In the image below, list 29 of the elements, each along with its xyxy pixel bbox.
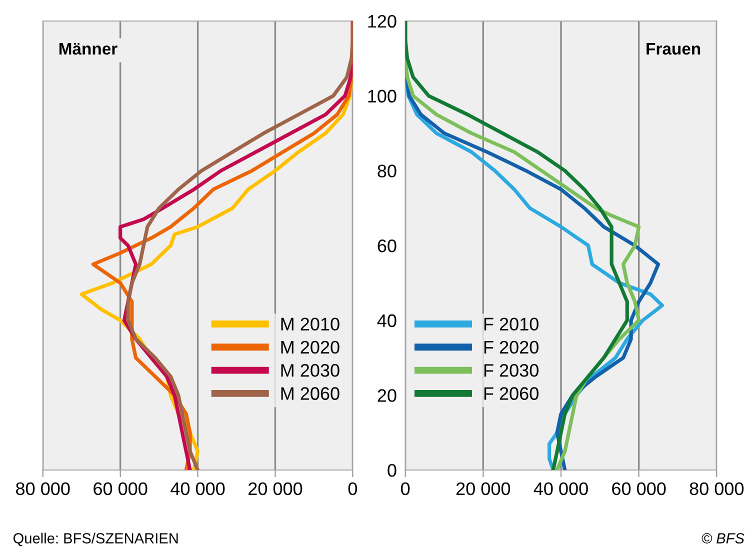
x-tick-label: 40 000 <box>534 482 588 496</box>
y-tick-label: 120 <box>368 14 396 28</box>
x-tick-label: 20 000 <box>248 482 302 496</box>
x-tick-label: 40 000 <box>170 482 225 496</box>
legend-label: M 2020 <box>281 340 340 354</box>
x-tick-label: 0 <box>348 482 358 496</box>
x-tick-label: 20 000 <box>456 482 510 496</box>
source-note: Quelle: BFS/SZENARIEN <box>13 532 178 546</box>
x-tick-label: 60 000 <box>94 482 148 496</box>
legend-label: M 2010 <box>281 318 340 331</box>
legend-label: F 2060 <box>484 387 538 400</box>
legend-label: M 2060 <box>281 387 340 400</box>
legend-label: F 2020 <box>484 340 538 354</box>
legend-label: M 2030 <box>281 364 340 377</box>
x-tick-label: 0 <box>401 482 410 496</box>
y-tick-label: 100 <box>368 90 396 103</box>
y-tick-label: 60 <box>378 239 396 252</box>
text: Männer <box>59 42 118 55</box>
y-tick-label: 80 <box>378 164 396 178</box>
x-tick-label: 60 000 <box>612 482 666 496</box>
legend-label: F 2010 <box>484 318 538 331</box>
text: Frauen <box>646 43 700 55</box>
y-tick-label: 40 <box>377 314 396 328</box>
y-tick-label: 20 <box>378 389 396 402</box>
text: © BFS <box>702 533 744 544</box>
x-tick-label: 80 000 <box>690 482 744 496</box>
y-tick-label: 0 <box>388 464 396 477</box>
x-tick-label: 80 000 <box>16 482 70 496</box>
legend-label: F 2030 <box>484 364 538 377</box>
